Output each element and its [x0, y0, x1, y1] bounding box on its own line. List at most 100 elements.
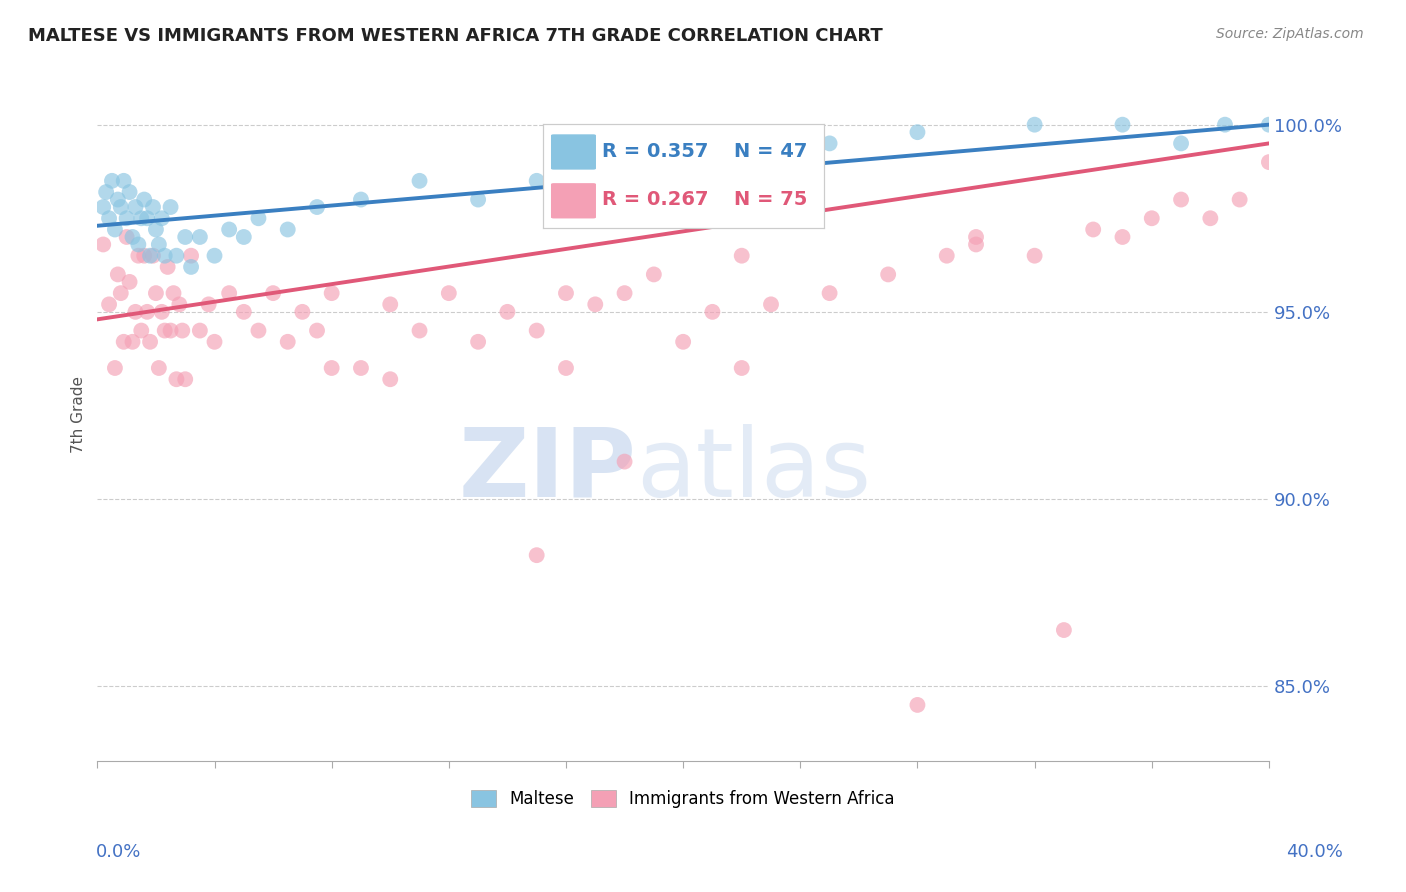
Point — [153, 324, 176, 338]
Point — [526, 174, 548, 188]
Point — [1053, 623, 1076, 637]
Point — [1213, 118, 1236, 132]
Point — [467, 193, 489, 207]
Point — [101, 174, 124, 188]
Point — [121, 334, 143, 349]
Point — [232, 305, 254, 319]
Point — [107, 193, 129, 207]
Point — [702, 305, 724, 319]
Point — [643, 268, 665, 282]
Point — [247, 211, 270, 226]
Point — [613, 147, 636, 161]
Point — [1024, 249, 1046, 263]
Point — [110, 200, 132, 214]
Point — [907, 698, 929, 712]
Text: MALTESE VS IMMIGRANTS FROM WESTERN AFRICA 7TH GRADE CORRELATION CHART: MALTESE VS IMMIGRANTS FROM WESTERN AFRIC… — [28, 27, 883, 45]
Point — [291, 305, 314, 319]
Point — [1024, 118, 1046, 132]
Point — [134, 249, 156, 263]
Point — [380, 372, 402, 386]
Point — [350, 193, 373, 207]
Point — [139, 249, 162, 263]
Point — [180, 260, 202, 274]
Point — [818, 136, 841, 151]
Point — [1140, 211, 1163, 226]
Point — [262, 286, 284, 301]
Point — [408, 174, 430, 188]
Point — [180, 249, 202, 263]
Point — [247, 324, 270, 338]
Point — [139, 334, 162, 349]
Point — [134, 193, 156, 207]
Point — [148, 361, 170, 376]
Point — [145, 222, 167, 236]
Point — [107, 268, 129, 282]
Point — [321, 286, 343, 301]
Point — [150, 211, 173, 226]
Point — [174, 372, 197, 386]
Point — [672, 155, 695, 169]
Point — [1170, 136, 1192, 151]
Point — [104, 222, 127, 236]
Point — [129, 324, 152, 338]
Point — [1258, 155, 1281, 169]
Point — [218, 286, 240, 301]
Point — [174, 230, 197, 244]
Point — [112, 174, 135, 188]
Text: 0.0%: 0.0% — [96, 843, 141, 861]
Point — [321, 361, 343, 376]
Point — [1199, 211, 1222, 226]
Point — [94, 185, 117, 199]
Point — [935, 249, 957, 263]
Point — [91, 200, 114, 214]
Point — [1083, 222, 1105, 236]
Point — [204, 334, 226, 349]
Point — [121, 230, 143, 244]
Point — [172, 324, 194, 338]
Point — [350, 361, 373, 376]
Point — [907, 125, 929, 139]
Point — [115, 230, 138, 244]
Text: Source: ZipAtlas.com: Source: ZipAtlas.com — [1216, 27, 1364, 41]
Point — [165, 372, 187, 386]
Text: ZIP: ZIP — [458, 424, 637, 516]
Point — [188, 324, 211, 338]
Point — [150, 305, 173, 319]
Point — [555, 361, 578, 376]
Point — [204, 249, 226, 263]
Point — [277, 222, 299, 236]
Point — [613, 286, 636, 301]
Point — [142, 249, 165, 263]
Point — [156, 260, 179, 274]
Point — [305, 200, 328, 214]
Point — [277, 334, 299, 349]
Point — [877, 268, 900, 282]
Point — [555, 286, 578, 301]
Point — [98, 297, 121, 311]
Point — [127, 237, 149, 252]
Point — [159, 200, 181, 214]
Point — [232, 230, 254, 244]
Point — [153, 249, 176, 263]
Point — [118, 275, 141, 289]
Point — [124, 200, 146, 214]
Point — [197, 297, 219, 311]
Point — [91, 237, 114, 252]
Point — [162, 286, 184, 301]
Point — [1229, 193, 1251, 207]
Point — [104, 361, 127, 376]
Legend: Maltese, Immigrants from Western Africa: Maltese, Immigrants from Western Africa — [464, 783, 901, 815]
Point — [129, 211, 152, 226]
Point — [731, 361, 754, 376]
Point — [818, 286, 841, 301]
Point — [145, 286, 167, 301]
Point — [110, 286, 132, 301]
Point — [583, 297, 606, 311]
Point — [124, 305, 146, 319]
Point — [112, 334, 135, 349]
Point — [437, 286, 460, 301]
Text: atlas: atlas — [637, 424, 872, 516]
Point — [136, 305, 159, 319]
Point — [672, 334, 695, 349]
Point — [496, 305, 519, 319]
